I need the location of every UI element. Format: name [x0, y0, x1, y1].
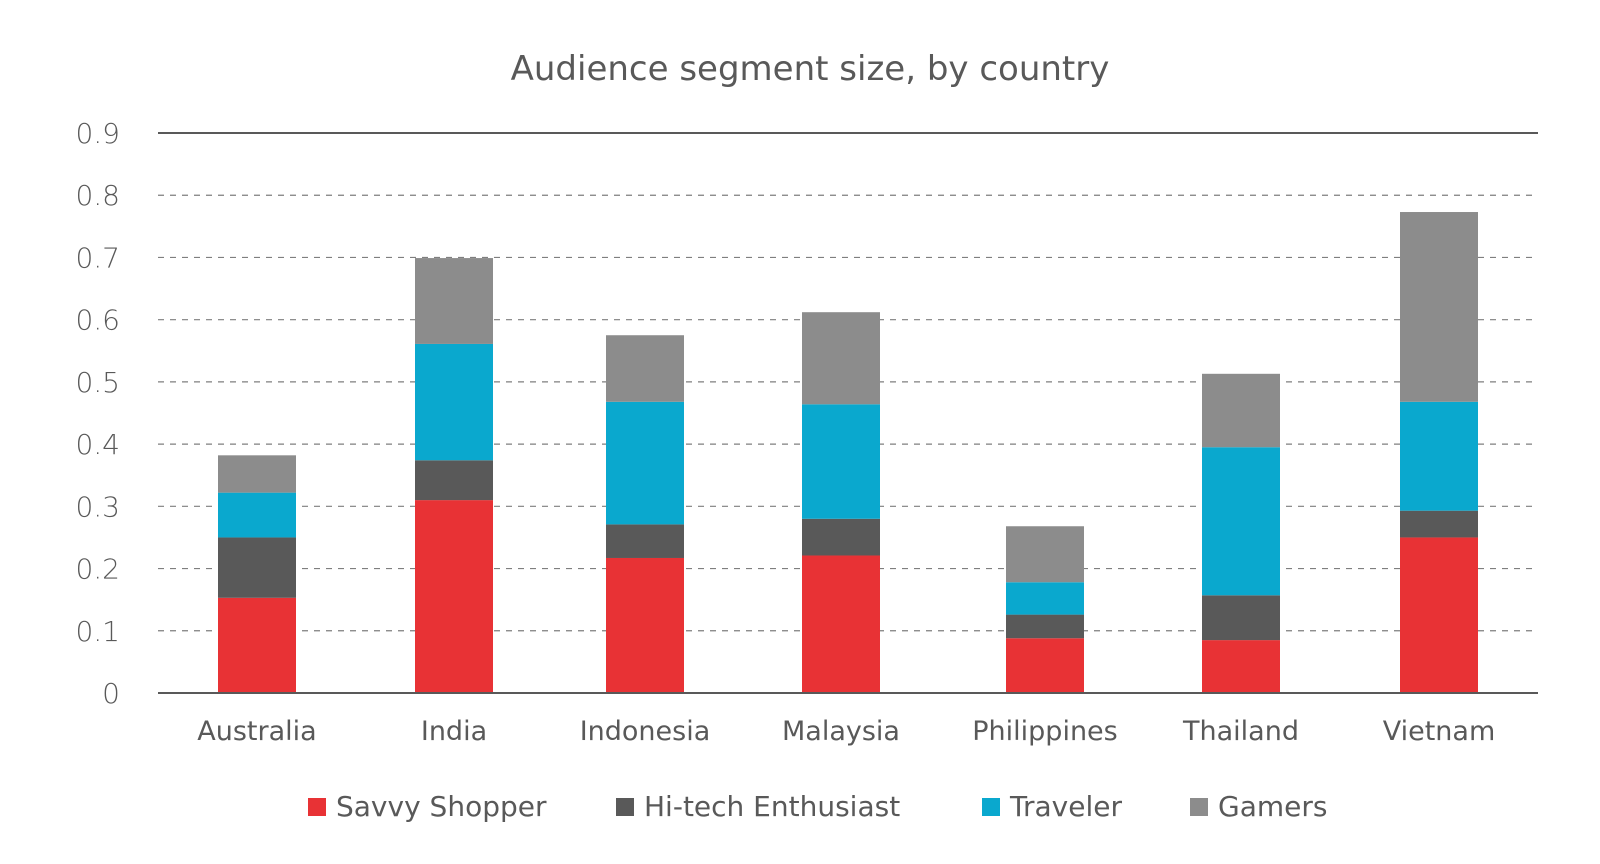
bar-segment — [415, 343, 493, 461]
bar-segment — [218, 537, 296, 598]
bar-segment — [1006, 638, 1084, 693]
bar-segment — [606, 335, 684, 402]
bar-segment — [802, 312, 880, 405]
y-tick-label: 0.2 — [75, 553, 120, 586]
bar-segment — [218, 492, 296, 538]
bar-segment — [1400, 212, 1478, 402]
bar-segment — [1006, 582, 1084, 615]
legend-label: Savvy Shopper — [336, 790, 547, 823]
legend-label: Traveler — [1009, 790, 1122, 823]
bar-segment — [1202, 640, 1280, 693]
bar-segment — [415, 500, 493, 693]
bar-segment — [218, 455, 296, 493]
bars — [218, 212, 1478, 693]
bar-segment — [802, 518, 880, 556]
legend-swatch — [982, 798, 1000, 816]
y-tick-label: 0.6 — [75, 304, 120, 337]
x-category-label: Australia — [197, 716, 316, 747]
bar-segment — [415, 258, 493, 344]
x-category-label: Indonesia — [580, 716, 711, 747]
legend-label: Hi-tech Enthusiast — [644, 790, 900, 823]
bar-segment — [218, 597, 296, 693]
bar-segment — [606, 557, 684, 693]
bar-segment — [1400, 537, 1478, 693]
x-category-label: Malaysia — [782, 716, 900, 747]
bar-segment — [606, 524, 684, 558]
bar-segment — [606, 401, 684, 525]
bar-segment — [1202, 373, 1280, 448]
y-tick-label: 0.7 — [75, 241, 120, 274]
x-category-label: India — [421, 716, 487, 747]
legend-swatch — [1190, 798, 1208, 816]
y-tick-label: 0.1 — [75, 615, 120, 648]
y-tick-label: 0.4 — [75, 428, 120, 461]
bar-segment — [802, 555, 880, 693]
x-category-label: Philippines — [972, 716, 1117, 747]
y-tick-label: 0.8 — [75, 179, 120, 212]
bar-segment — [1202, 447, 1280, 596]
y-tick-label: 0 — [102, 677, 120, 710]
bar-segment — [1202, 595, 1280, 641]
bar-segment — [802, 404, 880, 519]
bar-segment — [1400, 401, 1478, 511]
bar-segment — [1006, 614, 1084, 639]
legend-label: Gamers — [1218, 790, 1327, 823]
legend: Savvy Shopper Hi-tech Enthusiast Traveler G… — [308, 790, 1327, 823]
y-tick-label: 0.3 — [75, 490, 120, 523]
x-category-label: Thailand — [1182, 716, 1299, 747]
y-tick-label: 0.9 — [75, 117, 120, 150]
legend-swatch — [308, 798, 326, 816]
bar-segment — [1400, 510, 1478, 538]
chart-title: Audience segment size, by country — [511, 49, 1110, 89]
x-category-label: Vietnam — [1383, 716, 1496, 747]
axes: 0 0.1 0.2 0.3 0.4 0.5 0.6 0.7 0.8 0.9 Australia Ind… — [75, 117, 1538, 747]
y-tick-label: 0.5 — [75, 366, 120, 399]
bar-segment — [415, 460, 493, 501]
legend-swatch — [616, 798, 634, 816]
bar-segment — [1006, 526, 1084, 583]
